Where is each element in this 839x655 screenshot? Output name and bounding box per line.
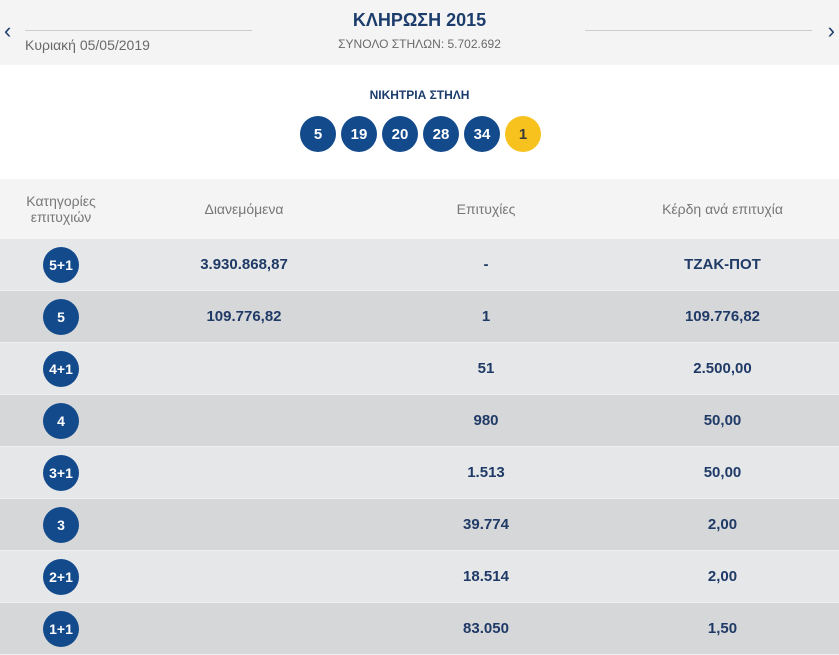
category-badge: 5+1 (43, 246, 79, 283)
category-badge: 4 (43, 402, 79, 439)
table-row: 1+1 83.050 1,50 (0, 603, 839, 655)
category-badge: 5 (43, 298, 79, 335)
page-title: ΚΛΗΡΩΣΗ 2015 (352, 10, 487, 30)
table-row: 4+1 51 2.500,00 (0, 343, 839, 395)
winning-column: ΝΙΚΗΤΡΙΑ ΣΤΗΛΗ 5 19 20 28 34 1 (0, 65, 839, 179)
payout-cell: 1,50 (707, 620, 738, 637)
category-cell: 2+1 (0, 558, 122, 595)
table-row: 4 980 50,00 (0, 395, 839, 447)
header-winners: Επιτυχίες (456, 201, 516, 217)
number-ball: 34 (464, 116, 500, 152)
winning-title: ΝΙΚΗΤΡΙΑ ΣΤΗΛΗ (369, 88, 470, 102)
number-ball: 20 (382, 116, 418, 152)
header-payout: Κέρδη ανά επιτυχία (662, 201, 783, 217)
category-cell: 5+1 (0, 246, 122, 283)
winners-cell: 1 (481, 308, 491, 325)
payout-cell: 50,00 (703, 412, 742, 429)
winners-cell: 83.050 (463, 620, 509, 637)
category-badge: 4+1 (43, 350, 79, 387)
payout-cell: 2.500,00 (693, 360, 752, 377)
winners-cell: 51 (477, 360, 495, 377)
winners-cell: 1.513 (467, 464, 505, 481)
number-ball: 19 (341, 116, 377, 152)
winners-cell: 980 (473, 412, 499, 429)
table-row: 3 39.774 2,00 (0, 499, 839, 551)
chevron-left-icon[interactable]: ‹ (4, 18, 12, 43)
category-cell: 3 (0, 506, 122, 543)
joker-ball: 1 (505, 116, 541, 152)
chevron-right-icon[interactable]: › (827, 18, 835, 43)
category-badge: 3+1 (43, 454, 79, 491)
payout-cell: ΤΖΑΚ-ΠΟΤ (684, 256, 761, 273)
divider (585, 30, 812, 31)
payout-cell: 50,00 (703, 464, 742, 481)
category-cell: 3+1 (0, 454, 122, 491)
table-row: 2+1 18.514 2,00 (0, 551, 839, 603)
payout-cell: 109.776,82 (684, 308, 761, 325)
table-row: 5 109.776,82 1 109.776,82 (0, 291, 839, 343)
distributed-cell: 3.930.868,87 (200, 256, 288, 273)
category-cell: 5 (0, 298, 122, 335)
header-category: Κατηγορίες επιτυχιών (26, 193, 96, 225)
payout-cell: 2,00 (707, 568, 738, 585)
category-badge: 2+1 (43, 558, 79, 595)
category-cell: 4 (0, 402, 122, 439)
category-badge: 3 (43, 506, 79, 543)
winners-cell: 18.514 (463, 568, 509, 585)
winners-cell: 39.774 (463, 516, 509, 533)
table-row: 3+1 1.513 50,00 (0, 447, 839, 499)
category-cell: 4+1 (0, 350, 122, 387)
number-ball: 5 (300, 116, 336, 152)
winners-cell: - (483, 256, 489, 273)
results-table: 5+1 3.930.868,87 - ΤΖΑΚ-ΠΟΤ 5 109.776,82 … (0, 239, 839, 655)
draw-header: ‹ › Κυριακή 05/05/2019 ΚΛΗΡΩΣΗ 2015 ΣΥΝΟ… (0, 0, 839, 65)
payout-cell: 2,00 (707, 516, 738, 533)
category-badge: 1+1 (43, 610, 79, 647)
distributed-cell: 109.776,82 (206, 308, 282, 325)
table-row: 5+1 3.930.868,87 - ΤΖΑΚ-ΠΟΤ (0, 239, 839, 291)
header-distributed: Διανεμόμενα (204, 201, 284, 217)
table-header: Κατηγορίες επιτυχιών Διανεμόμενα Επιτυχί… (0, 179, 839, 239)
total-columns: ΣΥΝΟΛΟ ΣΤΗΛΩΝ: 5.702.692 (338, 37, 501, 51)
draw-date: Κυριακή 05/05/2019 (25, 37, 150, 53)
divider (25, 30, 252, 31)
number-ball: 28 (423, 116, 459, 152)
category-cell: 1+1 (0, 610, 122, 647)
winning-numbers: 5 19 20 28 34 1 (0, 116, 839, 152)
